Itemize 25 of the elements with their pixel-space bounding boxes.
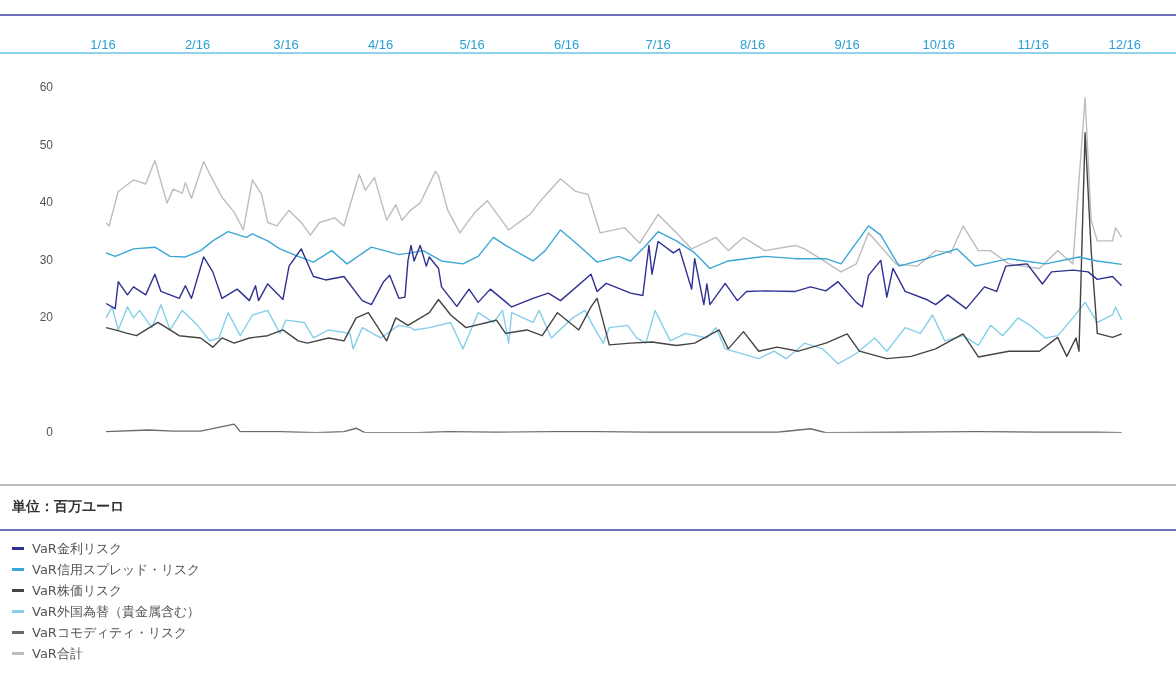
x-tick-label: 11/16	[1017, 36, 1050, 52]
x-tick-label: 6/16	[553, 36, 580, 52]
legend-label: VaR外国為替（貴金属含む）	[32, 602, 200, 621]
x-tick-label: 7/16	[645, 36, 671, 52]
y-tick-label: 20	[39, 310, 54, 325]
legend-label: VaR合計	[32, 644, 83, 663]
y-tick-label: 50	[39, 137, 54, 152]
x-tick-label: 9/16	[834, 36, 860, 52]
x-tick-label: 4/16	[367, 36, 394, 52]
x-tick-label: 8/16	[739, 36, 766, 52]
x-tick-label: 1/16	[90, 36, 116, 52]
text: 単位：百万ユーロ	[12, 498, 124, 516]
x-tick-label: 5/16	[459, 36, 485, 52]
y-tick-label: 60	[39, 80, 54, 95]
y-tick-label: 0	[46, 425, 54, 440]
legend-label: VaR株価リスク	[32, 581, 122, 600]
x-tick-label: 2/16	[184, 36, 211, 52]
y-tick-label: 40	[39, 195, 54, 210]
x-tick-label: 3/16	[273, 36, 299, 52]
x-tick-label: 10/16	[922, 36, 955, 52]
legend-label: VaRコモディティ・リスク	[32, 623, 187, 642]
legend-label: VaR信用スプレッド・リスク	[32, 560, 200, 579]
x-tick-label: 12/16	[1108, 36, 1142, 52]
legend-label: VaR金利リスク	[32, 539, 122, 558]
y-tick-label: 30	[39, 252, 54, 267]
